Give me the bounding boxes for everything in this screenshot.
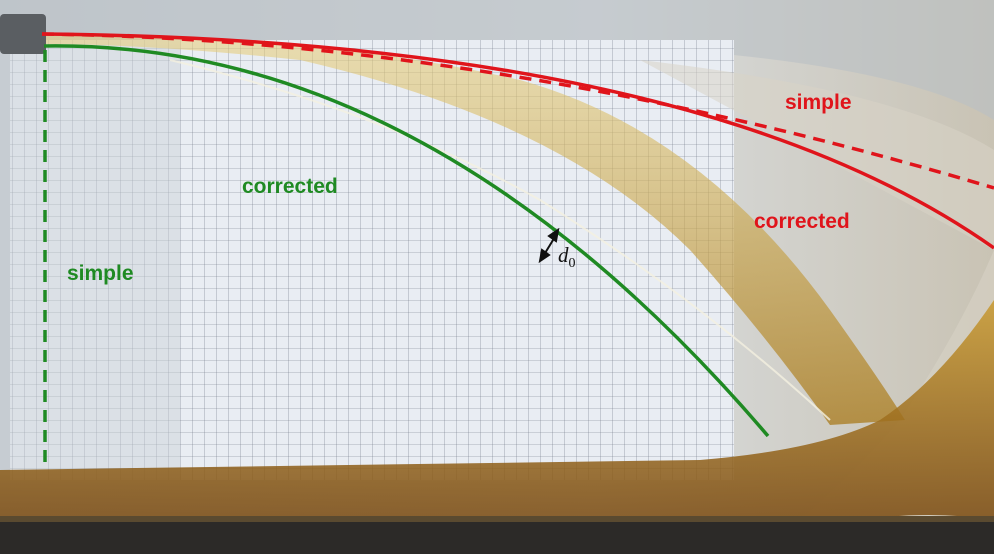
grid-paper [10, 40, 734, 480]
thickness-subscript: 0 [568, 256, 576, 272]
container-glass [0, 0, 994, 120]
fluid-curtain [40, 35, 905, 425]
bench [0, 520, 994, 554]
red-corrected-curve [41, 32, 994, 250]
paper-shade [10, 40, 180, 480]
nozzle [0, 14, 46, 54]
green-simple-label: simple [67, 262, 134, 285]
green-corrected-label: corrected [242, 175, 338, 198]
thickness-label: d0 [558, 243, 576, 272]
red-simple-curve [41, 32, 994, 190]
thickness-arrow [538, 227, 560, 264]
green-corrected-curve [43, 44, 770, 438]
red-corrected-label: corrected [754, 210, 850, 233]
thickness-symbol: d [558, 243, 569, 267]
fluid-edge [169, 59, 831, 421]
red-simple-label: simple [785, 91, 852, 114]
fluid-pool [0, 300, 994, 520]
bench-edge [0, 516, 994, 522]
